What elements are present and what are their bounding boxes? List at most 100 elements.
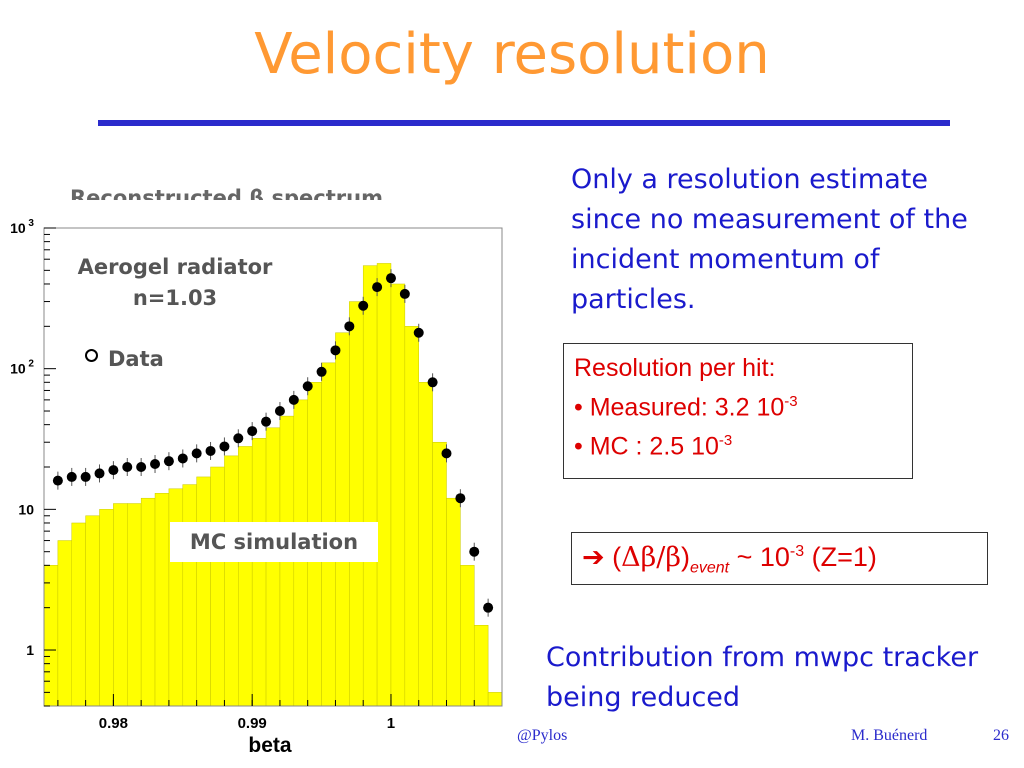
data-point (372, 282, 383, 293)
footer-page-number: 26 (993, 727, 1009, 744)
aerogel-line-2: n=1.03 (132, 286, 218, 310)
data-point (344, 321, 355, 332)
data-point (316, 366, 327, 377)
data-point (233, 433, 244, 444)
mc-bar (446, 497, 461, 707)
mc-bar (432, 441, 447, 707)
data-point (441, 448, 452, 459)
data-point (274, 406, 285, 417)
data-point (136, 462, 147, 472)
mc-bar (349, 301, 364, 707)
event-subscript: event (689, 559, 730, 577)
mc-bar (487, 692, 503, 707)
data-point (427, 377, 438, 388)
data-point (385, 273, 396, 284)
y-tick-label: 10 (18, 501, 34, 517)
footer-venue: @Pylos (517, 727, 568, 744)
mc-bar (99, 509, 114, 707)
data-point (302, 381, 313, 392)
aerogel-line-1: Aerogel radiator (77, 255, 273, 279)
x-axis-label: beta (248, 734, 292, 757)
data-point (261, 416, 272, 427)
mc-bar (224, 455, 239, 707)
data-point (191, 448, 202, 459)
mc-bar (265, 427, 281, 707)
mc-bar (251, 438, 267, 707)
x-tick-label: 0.99 (238, 715, 267, 732)
data-point (469, 546, 480, 557)
mc-simulation-label: MC simulation (170, 522, 378, 562)
data-point (399, 288, 410, 299)
mc-bar (460, 565, 475, 707)
aerogel-annotation: Aerogel radiator n=1.03 (55, 252, 295, 314)
y-tick-label: 1 (26, 642, 34, 658)
data-point (66, 471, 77, 482)
resolution-estimate-note: Only a resolution estimate since no meas… (571, 164, 968, 315)
right-arrow-icon: ➔ (582, 542, 605, 572)
event-exponent: -3 (789, 543, 805, 560)
data-point (413, 327, 424, 338)
open-circle-marker-icon (85, 348, 98, 362)
mc-bar (182, 484, 197, 707)
event-resolution-text: ➔ (Δβ/β)event ~ 10-3 (Z=1) (582, 542, 877, 577)
y-tick-exponent: 3 (26, 218, 35, 229)
mc-resolution: • MC : 2.5 10-3 (574, 432, 732, 461)
mc-bar (390, 283, 406, 707)
measured-exponent: -3 (784, 393, 798, 410)
event-tail: (Z=1) (804, 542, 877, 572)
mc-bar (140, 497, 156, 707)
data-point (205, 445, 216, 456)
event-mid: ~ 10 (729, 542, 790, 572)
mc-exponent: -3 (718, 432, 733, 449)
data-legend: Data (85, 347, 164, 371)
mc-bar (43, 565, 59, 707)
data-point (247, 426, 258, 437)
data-point (288, 394, 299, 405)
event-resolution-box: ➔ (Δβ/β)event ~ 10-3 (Z=1) (571, 532, 988, 585)
event-close: ) (680, 542, 690, 572)
mc-bar (335, 332, 350, 707)
data-point (219, 441, 230, 452)
data-point (108, 465, 119, 476)
mc-bar (362, 265, 378, 707)
slide-title: Velocity resolution (254, 22, 770, 87)
measured-resolution: • Measured: 3.2 10-3 (574, 393, 798, 422)
data-point (483, 602, 494, 613)
mc-bar (71, 522, 86, 707)
mc-bar (238, 446, 253, 707)
title-underline (98, 120, 950, 126)
data-point (330, 345, 341, 356)
mc-bar (196, 476, 211, 707)
mc-text: • MC : 2.5 10 (574, 432, 719, 461)
mc-bar (113, 503, 128, 707)
data-point (177, 453, 188, 464)
data-point (80, 471, 91, 482)
contribution-note: Contribution from mwpc tracker being red… (546, 642, 979, 713)
mc-bar (85, 515, 100, 707)
x-tick-label: 0.98 (99, 715, 128, 732)
resolution-header: Resolution per hit: (574, 354, 776, 382)
resolution-box: Resolution per hit: • Measured: 3.2 10-3… (563, 343, 913, 479)
mc-bar (127, 503, 142, 707)
data-point (122, 462, 133, 472)
mc-bar (210, 466, 225, 707)
data-point (163, 456, 174, 467)
mc-bar (57, 540, 73, 707)
data-point (52, 475, 63, 486)
data-point (455, 493, 466, 504)
mc-bar (418, 382, 433, 707)
mc-bar (404, 326, 419, 707)
event-open: ( (604, 542, 622, 572)
measured-text: • Measured: 3.2 10 (574, 393, 785, 422)
mc-bar (376, 263, 392, 707)
data-point (358, 300, 369, 311)
x-tick-label: 1 (387, 715, 395, 732)
y-tick-exponent: 2 (26, 359, 35, 370)
delta-beta-ratio: Δβ/β (621, 542, 681, 573)
data-point (94, 468, 105, 479)
mc-bar (154, 493, 170, 707)
mc-bar (473, 624, 489, 707)
data-point (150, 459, 161, 470)
footer-author: M. Buénerd (851, 727, 928, 744)
data-legend-label: Data (108, 347, 164, 371)
